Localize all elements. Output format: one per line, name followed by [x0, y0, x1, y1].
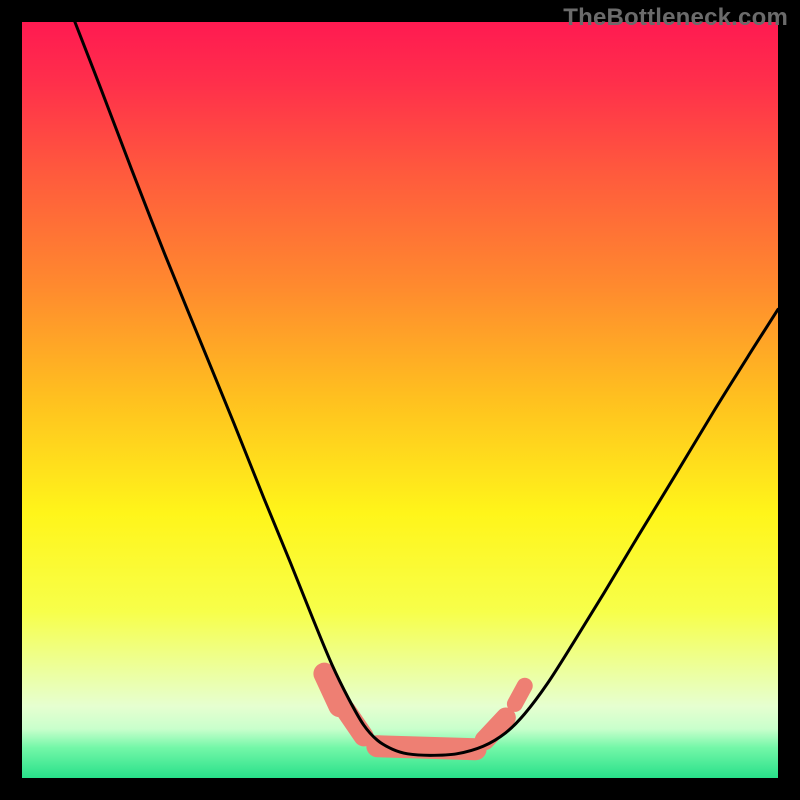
- chart-background-gradient: [22, 22, 778, 778]
- watermark-text: TheBottleneck.com: [563, 4, 788, 32]
- chart-frame: [22, 22, 778, 778]
- stage: TheBottleneck.com: [0, 0, 800, 800]
